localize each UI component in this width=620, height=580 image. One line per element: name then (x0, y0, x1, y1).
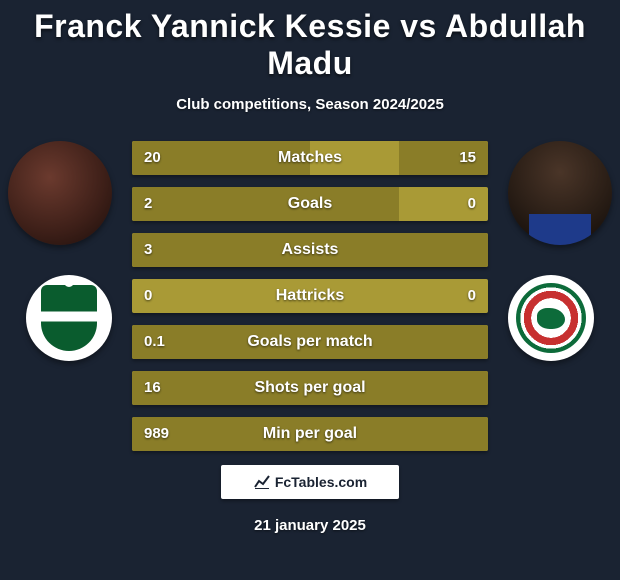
player2-avatar (508, 141, 612, 245)
brand-badge[interactable]: FcTables.com (221, 465, 399, 499)
brand-logo-icon (253, 473, 271, 491)
player1-avatar (8, 141, 112, 245)
snapshot-date: 21 january 2025 (0, 517, 620, 534)
stat-row: 2015Matches (132, 141, 488, 175)
stat-row: 16Shots per goal (132, 371, 488, 405)
page-title: Franck Yannick Kessie vs Abdullah Madu (0, 0, 620, 82)
club1-crest-icon (41, 285, 97, 351)
club2-crest-icon (516, 283, 586, 353)
comparison-area: 2015Matches 20Goals 3Assists 00Hattricks 0.1… (0, 141, 620, 451)
stat-row: 20Goals (132, 187, 488, 221)
stat-label: Goals (132, 187, 488, 221)
player1-club-badge (26, 275, 112, 361)
stat-row: 989Min per goal (132, 417, 488, 451)
stat-row: 0.1Goals per match (132, 325, 488, 359)
stat-label: Hattricks (132, 279, 488, 313)
stat-row: 00Hattricks (132, 279, 488, 313)
subtitle: Club competitions, Season 2024/2025 (0, 96, 620, 113)
stat-label: Shots per goal (132, 371, 488, 405)
stat-label: Goals per match (132, 325, 488, 359)
stat-bars: 2015Matches 20Goals 3Assists 00Hattricks 0.1… (132, 141, 488, 451)
player2-club-badge (508, 275, 594, 361)
stat-label: Matches (132, 141, 488, 175)
brand-text: FcTables.com (275, 474, 367, 490)
stat-label: Min per goal (132, 417, 488, 451)
stat-label: Assists (132, 233, 488, 267)
stat-row: 3Assists (132, 233, 488, 267)
